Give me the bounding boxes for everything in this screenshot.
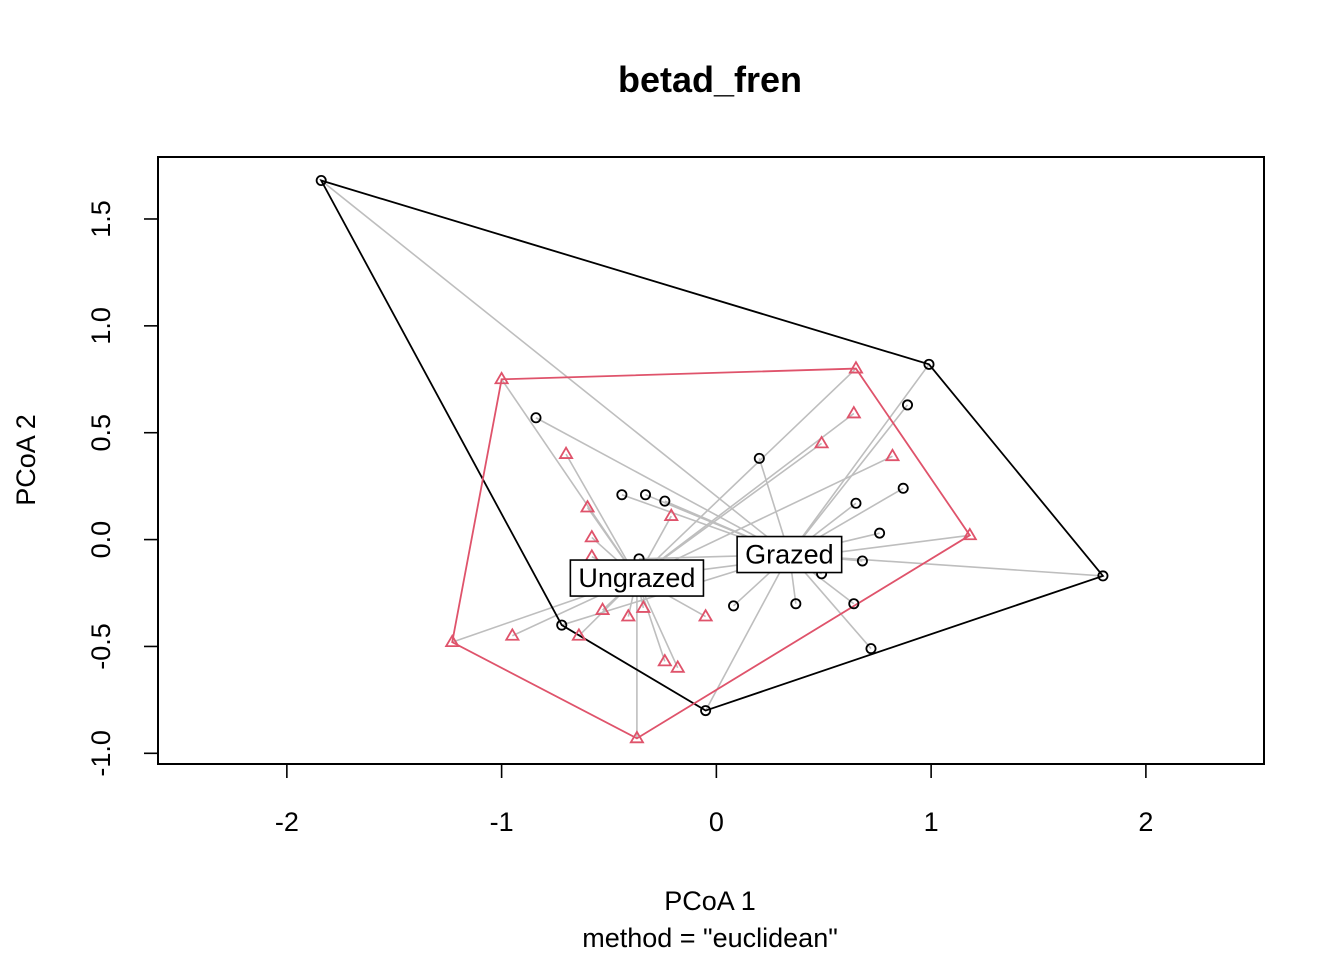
x-tick-label-1: -1 bbox=[490, 807, 514, 837]
point-grazed-2 bbox=[1097, 570, 1109, 582]
x-tick-label-3: 1 bbox=[924, 807, 939, 837]
point-ungrazed-7 bbox=[884, 448, 901, 462]
point-ungrazed-12 bbox=[584, 548, 600, 562]
point-ungrazed-17 bbox=[504, 627, 521, 641]
point-grazed-17 bbox=[616, 489, 628, 501]
point-ungrazed-4 bbox=[444, 633, 460, 648]
spider-line-ungrazed-8 bbox=[565, 453, 638, 579]
chart-title: betad_fren bbox=[618, 59, 802, 100]
point-grazed-3 bbox=[700, 705, 712, 717]
point-grazed-5 bbox=[530, 412, 542, 424]
y-tick-label-3: 0.5 bbox=[86, 414, 116, 452]
method-subtitle: method = "euclidean" bbox=[582, 923, 838, 953]
point-grazed-16 bbox=[865, 643, 877, 655]
point-ungrazed-18 bbox=[571, 627, 587, 641]
spider-line-ungrazed-6 bbox=[636, 442, 823, 579]
point-grazed-19 bbox=[659, 495, 671, 507]
centroid-box-grazed bbox=[736, 535, 843, 574]
x-tick-label-0: -2 bbox=[275, 807, 299, 837]
y-tick-label-5: 1.5 bbox=[86, 200, 116, 238]
group-centroid-labels: Grazed Ungrazed bbox=[569, 535, 843, 597]
centroid-text-grazed: Grazed bbox=[745, 540, 834, 570]
point-grazed-18 bbox=[639, 489, 651, 501]
centroid-box-ungrazed bbox=[569, 559, 705, 597]
centroid-label-grazed: Grazed bbox=[736, 535, 843, 574]
point-grazed-9 bbox=[850, 497, 862, 509]
point-ungrazed-15 bbox=[620, 608, 636, 622]
point-grazed-15 bbox=[728, 600, 740, 612]
spider-line-grazed-0 bbox=[320, 179, 790, 556]
centroid-label-ungrazed: Ungrazed bbox=[569, 559, 705, 597]
point-grazed-8 bbox=[897, 482, 909, 494]
point-ungrazed-19 bbox=[657, 653, 673, 667]
point-ungrazed-5 bbox=[846, 405, 862, 419]
point-grazed-0 bbox=[315, 175, 327, 187]
point-ungrazed-9 bbox=[579, 499, 596, 513]
point-grazed-4 bbox=[556, 619, 568, 631]
y-tick-label-0: -1.0 bbox=[86, 730, 116, 777]
y-axis: -1.0 -0.5 0.0 0.5 1.0 1.5 bbox=[86, 200, 159, 777]
centroid-text-ungrazed: Ungrazed bbox=[578, 563, 695, 593]
spider-line-ungrazed-7 bbox=[636, 455, 893, 579]
hull-grazed bbox=[319, 179, 1105, 712]
point-ungrazed-6 bbox=[813, 435, 830, 449]
plot-frame bbox=[157, 156, 1265, 765]
spider-line-grazed-1 bbox=[788, 363, 930, 556]
point-grazed-14 bbox=[790, 598, 802, 610]
x-tick-label-2: 0 bbox=[709, 807, 724, 837]
point-grazed-6 bbox=[902, 399, 914, 411]
point-ungrazed-14 bbox=[594, 601, 611, 615]
point-ungrazed-16 bbox=[697, 608, 714, 622]
point-grazed-7 bbox=[753, 452, 765, 464]
point-ungrazed-1 bbox=[848, 360, 864, 374]
spider-line-ungrazed-5 bbox=[636, 412, 855, 579]
x-axis-label: PCoA 1 bbox=[664, 886, 756, 916]
spider-line-grazed-5 bbox=[535, 417, 790, 556]
point-ungrazed-3 bbox=[629, 730, 645, 744]
data-points bbox=[315, 175, 1109, 744]
spider-line-grazed-6 bbox=[788, 404, 909, 556]
point-ungrazed-13 bbox=[635, 599, 652, 613]
y-tick-label-4: 1.0 bbox=[86, 307, 116, 345]
x-tick-label-4: 2 bbox=[1138, 807, 1153, 837]
point-grazed-1 bbox=[923, 358, 935, 370]
point-grazed-10 bbox=[874, 527, 886, 539]
y-axis-label: PCoA 2 bbox=[11, 414, 41, 506]
point-ungrazed-10 bbox=[663, 507, 679, 521]
y-tick-label-1: -0.5 bbox=[86, 623, 116, 670]
convex-hulls bbox=[319, 179, 1105, 740]
point-grazed-11 bbox=[856, 555, 868, 567]
point-ungrazed-11 bbox=[584, 529, 600, 543]
point-ungrazed-8 bbox=[558, 445, 574, 459]
x-axis: -2 -1 0 1 2 bbox=[275, 763, 1153, 837]
point-grazed-13 bbox=[848, 598, 860, 610]
y-tick-label-2: 0.0 bbox=[86, 521, 116, 559]
point-ungrazed-20 bbox=[670, 659, 686, 673]
spider-lines bbox=[320, 179, 1103, 739]
point-ungrazed-0 bbox=[493, 371, 510, 385]
point-ungrazed-2 bbox=[962, 527, 978, 541]
spider-line-grazed-3 bbox=[704, 554, 791, 711]
spider-line-ungrazed-1 bbox=[636, 368, 857, 579]
hull-ungrazed bbox=[451, 367, 972, 740]
